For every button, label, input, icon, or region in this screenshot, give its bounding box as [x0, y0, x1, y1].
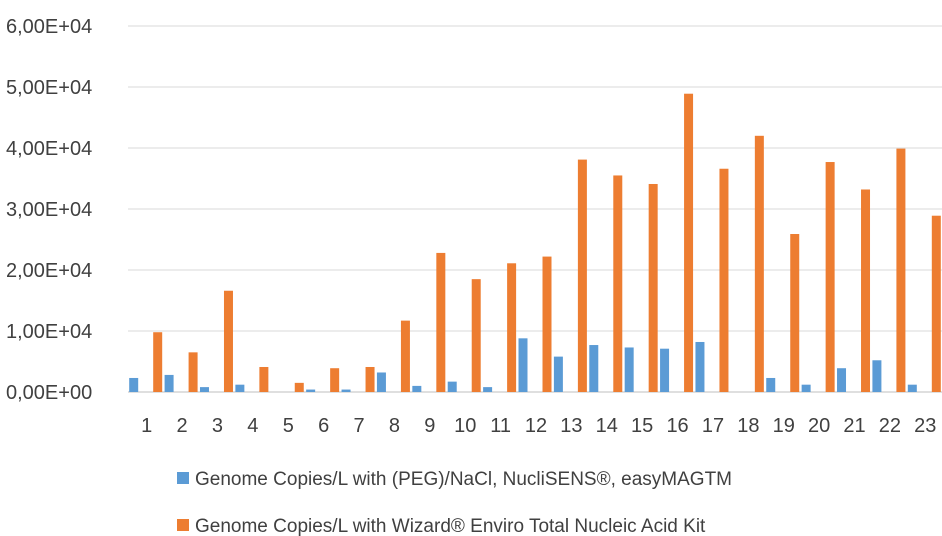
bar-series-1-cat-10: [447, 381, 457, 392]
legend: Genome Copies/L with (PEG)/NaCl, NucliSE…: [177, 469, 732, 536]
x-tick-label: 19: [773, 415, 795, 437]
x-tick-label: 20: [808, 415, 830, 437]
bar-series-2-cat-9: [436, 252, 446, 392]
x-tick-label: 6: [318, 415, 329, 437]
x-tick-label: 21: [843, 415, 865, 437]
bar-series-1-cat-2: [164, 374, 174, 392]
y-tick-label: 6,00E+04: [6, 16, 92, 38]
bar-series-2-cat-4: [259, 366, 269, 392]
legend-swatch-series-1: [177, 472, 189, 484]
x-tick-label: 9: [424, 415, 435, 437]
x-tick-label: 2: [177, 415, 188, 437]
bar-series-1-cat-17: [695, 341, 705, 392]
x-tick-label: 8: [389, 415, 400, 437]
y-tick-label: 1,00E+04: [6, 321, 92, 343]
x-tick-label: 7: [353, 415, 364, 437]
bar-series-2-cat-22: [896, 148, 906, 392]
bar-series-1-cat-21: [837, 368, 847, 392]
bar-series-2-cat-11: [507, 263, 517, 392]
y-tick-label: 2,00E+04: [6, 260, 92, 282]
bars: [129, 93, 941, 393]
y-tick-label: 3,00E+04: [6, 199, 92, 221]
x-tick-label: 17: [702, 415, 724, 437]
legend-swatch-series-2: [177, 519, 189, 531]
bar-series-1-cat-23: [907, 384, 917, 392]
bar-series-2-cat-15: [648, 183, 658, 392]
x-tick-label: 11: [490, 415, 511, 437]
bar-series-1-cat-16: [660, 348, 670, 392]
x-tick-label: 18: [737, 415, 759, 437]
legend-label-series-2: Genome Copies/L with Wizard® Enviro Tota…: [195, 516, 706, 536]
bar-series-2-cat-20: [825, 162, 835, 392]
bar-series-2-cat-14: [613, 175, 623, 392]
x-tick-label: 14: [596, 415, 618, 437]
x-tick-label: 13: [560, 415, 582, 437]
bar-series-2-cat-2: [188, 352, 198, 392]
bar-series-2-cat-19: [790, 234, 800, 392]
y-tick-label: 0,00E+00: [6, 382, 92, 404]
bar-series-1-cat-20: [801, 384, 811, 392]
bar-series-2-cat-13: [577, 159, 587, 392]
legend-label-series-1: Genome Copies/L with (PEG)/NaCl, NucliSE…: [195, 469, 732, 490]
y-tick-label: 4,00E+04: [6, 138, 92, 160]
bar-series-1-cat-4: [235, 384, 245, 392]
bar-series-2-cat-7: [365, 366, 375, 392]
x-tick-label: 5: [283, 415, 294, 437]
x-tick-label: 12: [525, 415, 547, 437]
bar-series-2-cat-10: [471, 279, 481, 392]
bar-series-1-cat-3: [199, 387, 209, 392]
x-tick-label: 16: [666, 415, 688, 437]
y-tick-label: 5,00E+04: [6, 77, 92, 99]
bar-series-1-cat-14: [589, 345, 599, 392]
bar-series-2-cat-17: [719, 168, 729, 392]
bar-series-1-cat-12: [518, 338, 528, 392]
x-tick-label: 15: [631, 415, 653, 437]
bar-series-1-cat-13: [553, 356, 563, 392]
bar-series-2-cat-8: [400, 320, 410, 392]
bar-series-1-cat-9: [412, 385, 422, 392]
bar-series-1-cat-22: [872, 360, 882, 392]
x-tick-label: 4: [247, 415, 258, 437]
x-tick-label: 23: [914, 415, 936, 437]
bar-series-1-cat-1: [129, 377, 139, 392]
bar-series-1-cat-19: [766, 377, 776, 392]
bar-series-2-cat-12: [542, 256, 552, 392]
y-axis-tick-labels: 0,00E+00 1,00E+04 2,00E+04 3,00E+04 4,00E+04…: [6, 16, 92, 404]
bar-series-2-cat-23: [931, 215, 941, 392]
x-tick-label: 10: [454, 415, 476, 437]
bar-series-1-cat-7: [341, 389, 351, 392]
x-tick-label: 1: [141, 415, 152, 437]
bar-series-1-cat-8: [376, 372, 386, 392]
bar-series-2-cat-16: [684, 93, 694, 393]
bar-series-2-cat-21: [861, 189, 871, 392]
gridlines: [128, 25, 942, 393]
bar-series-2-cat-1: [153, 332, 163, 392]
bar-series-2-cat-3: [223, 290, 233, 392]
bar-series-2-cat-18: [754, 135, 764, 393]
bar-series-2-cat-6: [330, 368, 340, 392]
bar-series-2-cat-5: [294, 382, 304, 392]
bar-series-1-cat-11: [483, 387, 493, 392]
x-tick-label: 22: [879, 415, 901, 437]
x-axis-tick-labels: 1 2 3 4 5 6 7 8 9 10 11 12 13 14 15 16 17 18 19 20 21 22 23: [141, 415, 936, 437]
bar-series-1-cat-6: [306, 389, 316, 392]
x-tick-label: 3: [212, 415, 223, 437]
bar-series-1-cat-15: [624, 347, 634, 392]
